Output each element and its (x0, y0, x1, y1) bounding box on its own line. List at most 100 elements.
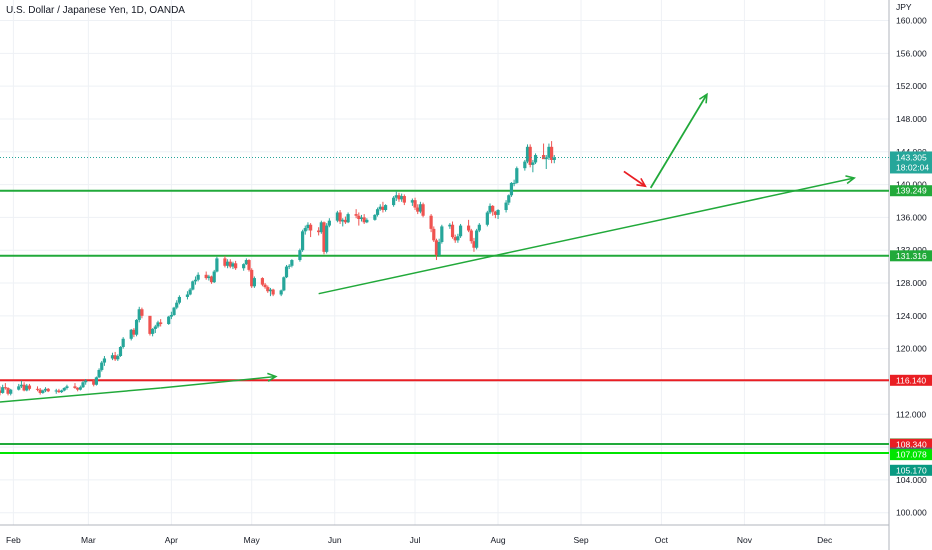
candle-body (169, 315, 173, 317)
candle-body (65, 386, 69, 389)
candle-body (448, 224, 452, 227)
candle-body (9, 389, 13, 394)
x-tick-label: May (244, 535, 261, 545)
candle-body (528, 146, 532, 165)
price-badge-text: 131.316 (896, 251, 927, 261)
candle-body (19, 384, 24, 387)
candle-body (151, 328, 155, 334)
candle-body (440, 226, 444, 242)
candle-body (327, 220, 331, 226)
candle-body (437, 241, 441, 256)
candle-body (475, 230, 479, 248)
y-tick-label: 104.000 (896, 475, 927, 485)
candle-body (6, 388, 10, 394)
candle-body (118, 346, 123, 357)
candle-body (271, 289, 275, 295)
candle-body (279, 290, 283, 295)
candle-body (62, 388, 66, 391)
candle-body (504, 202, 508, 210)
candle-body (359, 217, 364, 220)
x-tick-label: Mar (81, 535, 96, 545)
y-tick-label: 160.000 (896, 16, 927, 26)
candle-body (78, 387, 82, 390)
candle-body (234, 263, 238, 269)
candle-body (73, 386, 77, 389)
candle-body (172, 307, 176, 315)
candle-body (365, 219, 369, 223)
y-tick-label: 148.000 (896, 114, 927, 124)
candle-body (485, 212, 489, 225)
candle-body (319, 222, 323, 233)
candle-body (488, 205, 492, 213)
candle-body (397, 195, 401, 200)
candle-body (325, 225, 329, 252)
candle-body (231, 263, 235, 267)
candle-body (25, 385, 29, 391)
candle-body (54, 390, 58, 392)
candle-body (191, 281, 195, 290)
candle-body (432, 228, 436, 241)
candle-body (477, 224, 481, 231)
candle-body (472, 241, 476, 248)
candle-body (458, 225, 463, 237)
candle-body (215, 258, 219, 272)
candle-body (113, 355, 117, 360)
candle-body (252, 278, 256, 287)
price-badge (890, 374, 932, 386)
price-badge-text: 116.140 (896, 375, 926, 385)
candle-body (515, 168, 519, 183)
price-badge (890, 449, 932, 461)
x-tick-label: Nov (737, 535, 753, 545)
current-price-text: 143.305 (896, 152, 927, 162)
candle-body (533, 155, 538, 163)
candle-body (383, 205, 388, 210)
candle-body (434, 240, 439, 256)
price-badge (890, 185, 932, 197)
candle-body (260, 278, 265, 285)
candle-body (134, 319, 139, 335)
candle-body (496, 210, 500, 215)
candle-body (228, 261, 232, 267)
candle-body (185, 294, 190, 297)
x-tick-label: Dec (817, 535, 833, 545)
candle-body (1, 387, 5, 393)
candle-body (512, 182, 516, 184)
candle-body (287, 265, 291, 267)
candle-body (531, 162, 535, 165)
candle-body (167, 316, 171, 325)
candle-body (357, 215, 361, 220)
candle-body (373, 214, 377, 220)
candle-body (81, 382, 85, 388)
currency-label: JPY (896, 2, 912, 12)
x-tick-label: Aug (490, 535, 505, 545)
candle-body (523, 161, 527, 169)
candle-body (453, 237, 457, 241)
y-tick-label: 128.000 (896, 278, 927, 288)
candle-body (137, 309, 141, 320)
candle-body (525, 146, 530, 162)
candle-body (116, 356, 120, 360)
candle-body (193, 279, 198, 282)
candle-body (413, 200, 417, 208)
candle-body (175, 302, 179, 308)
price-badge-text: 108.340 (896, 439, 927, 449)
candle-body (343, 219, 348, 223)
candle-body (450, 224, 455, 238)
price-badge-text: 105.170 (896, 465, 927, 475)
x-tick-label: Sep (574, 535, 589, 545)
candle-body (121, 338, 125, 347)
candle-body (38, 389, 42, 393)
candle-body (207, 276, 211, 279)
x-tick-label: Jun (328, 535, 342, 545)
y-tick-label: 120.000 (896, 344, 927, 354)
candle-body (102, 358, 107, 363)
candle-body (204, 274, 208, 279)
candle-body (309, 224, 313, 231)
price-badge-text: 139.249 (896, 186, 927, 196)
projection-arrow (623, 170, 646, 187)
candle-body (266, 287, 270, 292)
candle-body (41, 390, 45, 393)
candle-body (35, 388, 40, 390)
